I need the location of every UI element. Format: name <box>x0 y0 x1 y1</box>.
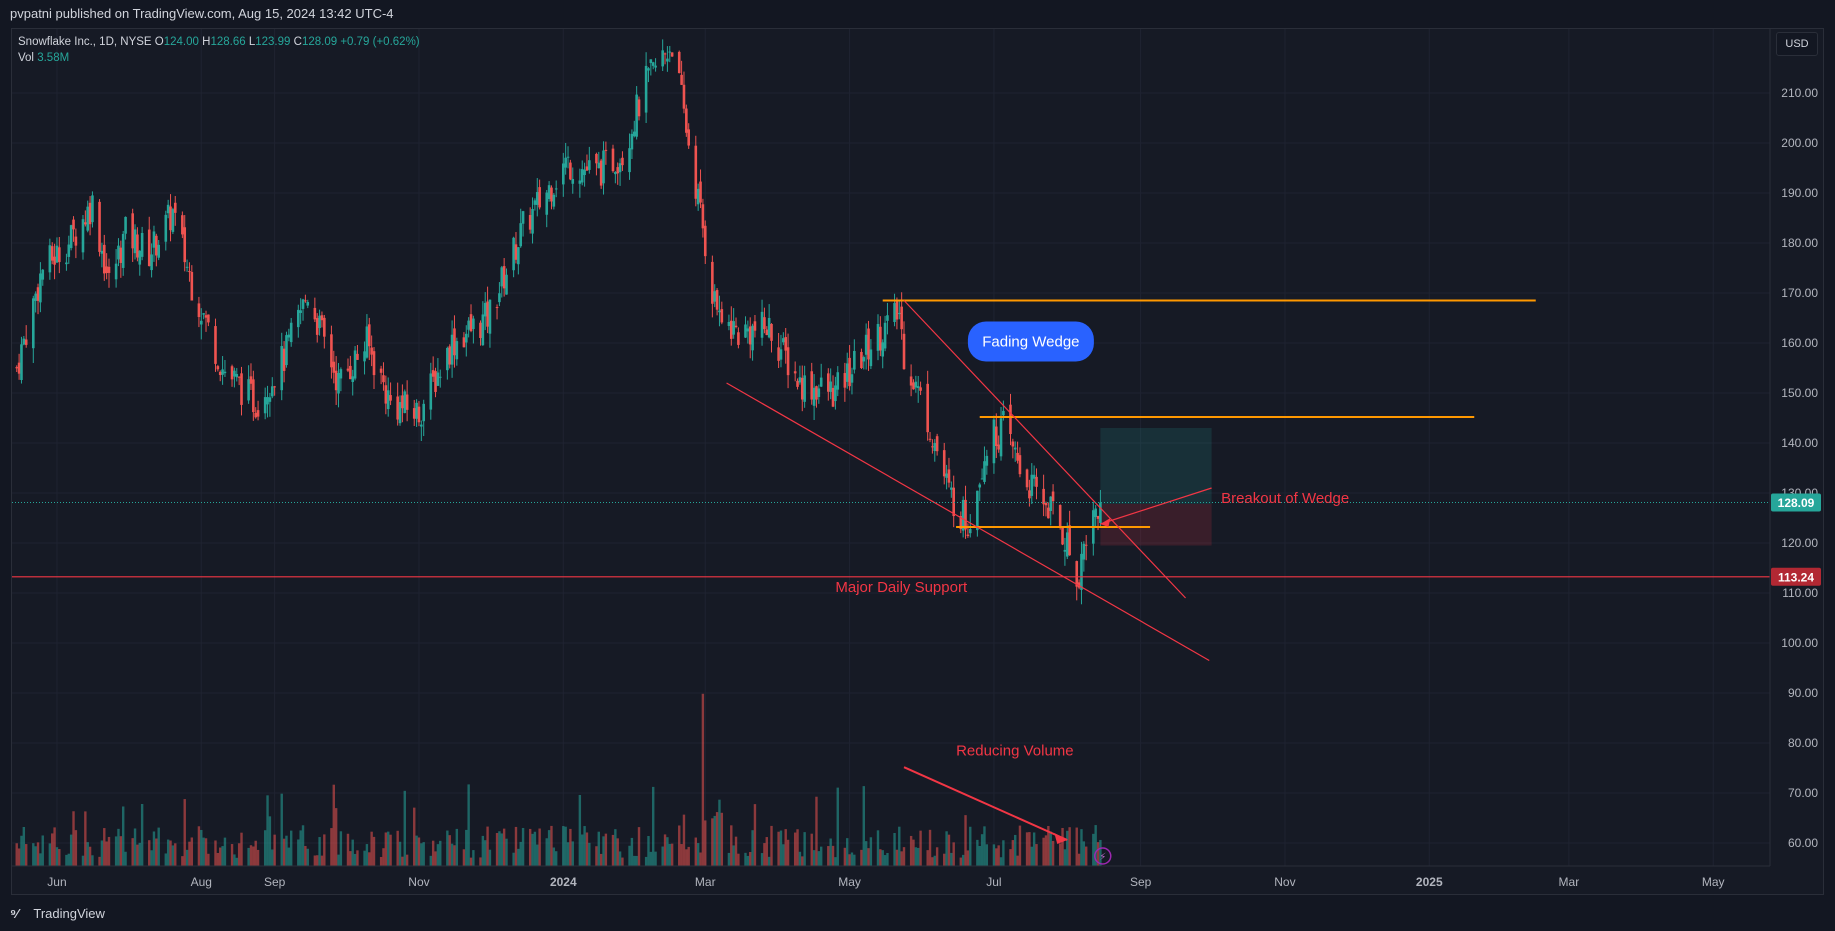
chart-legend: Snowflake Inc., 1D, NYSE O124.00 H128.66… <box>18 34 420 66</box>
legend-high-label: H <box>202 36 211 48</box>
legend-low-label: L <box>248 36 256 48</box>
tradingview-logo-icon[interactable]: ⁹⁄ <box>10 906 19 921</box>
legend-volume-label: Vol <box>18 52 34 64</box>
legend-open-label: O <box>154 36 164 48</box>
currency-button[interactable]: USD <box>1776 32 1818 56</box>
chart-frame[interactable] <box>11 28 1824 895</box>
legend-close: 128.09 <box>301 36 338 48</box>
legend-symbol: Snowflake Inc., 1D, NYSE <box>18 36 152 48</box>
legend-volume: 3.58M <box>37 52 70 64</box>
legend-open: 124.00 <box>163 36 199 48</box>
footer-bar: ⁹⁄ TradingView <box>0 897 1835 931</box>
legend-close-label: C <box>293 36 302 48</box>
legend-low: 123.99 <box>255 36 291 48</box>
legend-high: 128.66 <box>210 36 246 48</box>
legend-change: +0.79 (+0.62%) <box>340 36 420 48</box>
brand-name[interactable]: TradingView <box>33 906 105 921</box>
publish-header: pvpatni published on TradingView.com, Au… <box>0 0 1835 28</box>
